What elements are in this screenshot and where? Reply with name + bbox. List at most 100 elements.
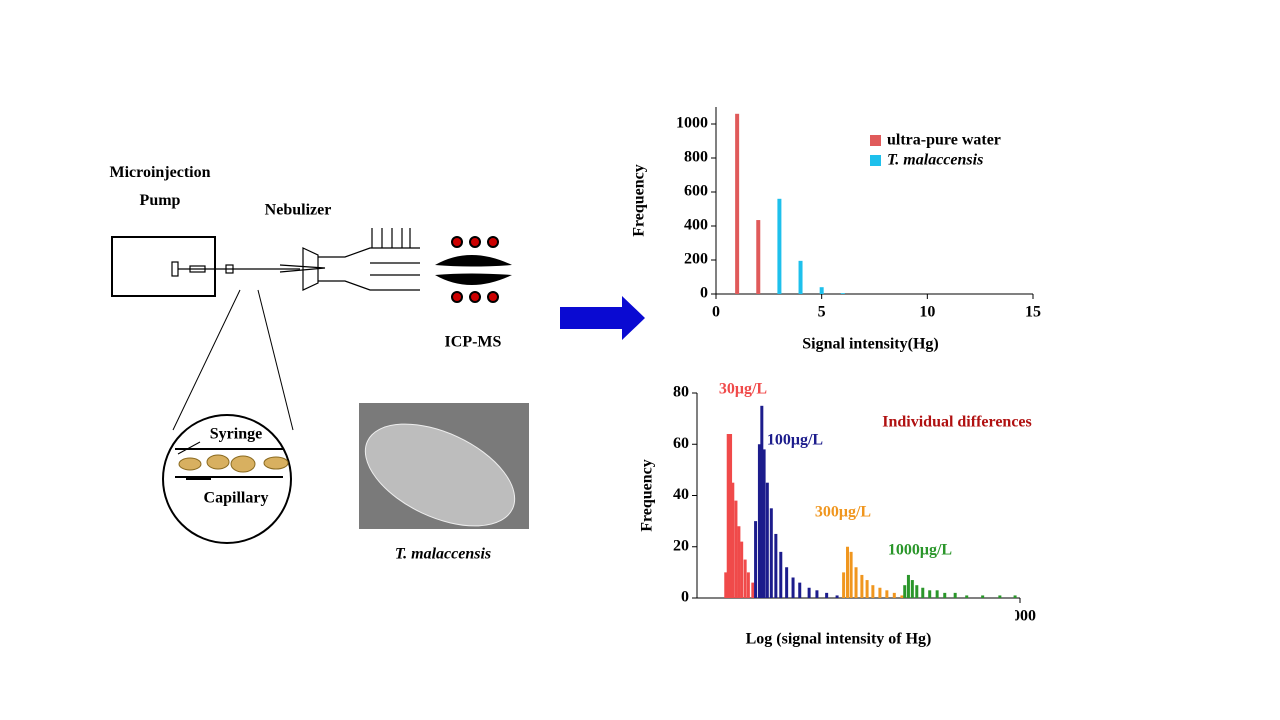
bar (731, 482, 735, 598)
species-label: T. malaccensis (395, 546, 491, 563)
bar (865, 580, 869, 598)
plasma-torch (435, 255, 512, 285)
pump-line: Pump (140, 192, 181, 209)
bar (791, 577, 795, 598)
y-tick-label: 0 (681, 589, 689, 606)
bar (769, 508, 773, 598)
legend-swatch (870, 135, 881, 146)
bar (935, 590, 939, 598)
nebulizer (171, 228, 420, 291)
capillary-label: Capillary (204, 490, 269, 507)
y-axis-label: Frequency (631, 164, 648, 237)
bar (740, 541, 744, 598)
x-axis-label: Signal intensity(Hg) (802, 336, 938, 353)
bar (981, 595, 985, 598)
x-tick-label: 10 (919, 304, 935, 321)
pump-box (111, 236, 216, 297)
y-tick-label: 40 (673, 486, 689, 503)
x-tick-label: 5 (818, 304, 826, 321)
bar (846, 546, 850, 598)
x-tick-label: 15 (1025, 304, 1041, 321)
bar (906, 574, 910, 598)
nebulizer-label: Nebulizer (265, 202, 332, 219)
y-tick-label: 600 (684, 183, 708, 200)
tick-cover (1000, 605, 1015, 627)
bar (871, 585, 875, 598)
bar (756, 220, 761, 294)
ion-lenses (451, 236, 499, 303)
bar (807, 587, 811, 598)
bar (998, 595, 1002, 598)
zoom-line (172, 289, 241, 431)
y-tick-label: 800 (684, 149, 708, 166)
sem-cell (364, 423, 516, 527)
bar (915, 585, 919, 598)
x-axis-label: Log (signal intensity of Hg) (746, 631, 932, 648)
y-tick-label: 200 (684, 251, 708, 268)
bar (726, 434, 730, 598)
bar (785, 567, 789, 598)
bar (762, 449, 766, 598)
bar (774, 533, 778, 598)
icpms-label: ICP-MS (445, 334, 502, 351)
bar (760, 405, 764, 598)
bar (928, 590, 932, 598)
y-tick-label: 60 (673, 435, 689, 452)
bar (849, 551, 853, 598)
bar (798, 582, 802, 598)
y-tick-label: 1000 (676, 115, 708, 132)
bar (757, 444, 761, 598)
bar (779, 551, 783, 598)
annotation: Individual differences (882, 414, 1032, 431)
y-tick-label: 20 (673, 537, 689, 554)
bar (724, 572, 728, 598)
bar (943, 592, 947, 598)
zoom-line (257, 289, 294, 431)
bar (900, 595, 904, 598)
bar (754, 521, 758, 598)
bar (953, 592, 957, 598)
bar (885, 590, 889, 598)
bar (751, 582, 755, 598)
y-tick-label: 0 (700, 285, 708, 302)
legend-swatch (870, 155, 881, 166)
bar (835, 595, 839, 598)
bar (825, 592, 829, 598)
arrow (560, 296, 645, 340)
syringe-label: Syringe (210, 426, 262, 443)
bar (735, 113, 740, 294)
bar (842, 572, 846, 598)
bar (743, 559, 747, 598)
bar (840, 293, 845, 294)
bar (878, 587, 882, 598)
bar (921, 587, 925, 598)
bar (892, 592, 896, 598)
legend-label: ultra-pure water (887, 132, 1001, 149)
pump-label: Microinjection Pump (109, 164, 210, 209)
bar (777, 198, 782, 294)
bar (903, 585, 907, 598)
bar (860, 574, 864, 598)
bar (729, 434, 733, 598)
x-tick-label: 0 (712, 304, 720, 321)
pump-line: Microinjection (109, 164, 210, 181)
bar (854, 567, 858, 598)
bar (765, 482, 769, 598)
bar (910, 580, 914, 598)
bar (815, 590, 819, 598)
bar (819, 287, 824, 294)
bar (737, 526, 741, 598)
zoom-circle (162, 414, 292, 544)
y-tick-label: 400 (684, 217, 708, 234)
bar (1013, 595, 1017, 598)
bar (965, 595, 969, 598)
bar (746, 572, 750, 598)
series-label: 100μg/L (767, 432, 823, 449)
y-axis-label: Frequency (639, 459, 656, 532)
series-label: 300μg/L (815, 504, 871, 521)
bar (798, 260, 803, 294)
series-label: 1000μg/L (888, 542, 952, 559)
series-label: 30μg/L (719, 381, 767, 398)
bar (734, 500, 738, 598)
